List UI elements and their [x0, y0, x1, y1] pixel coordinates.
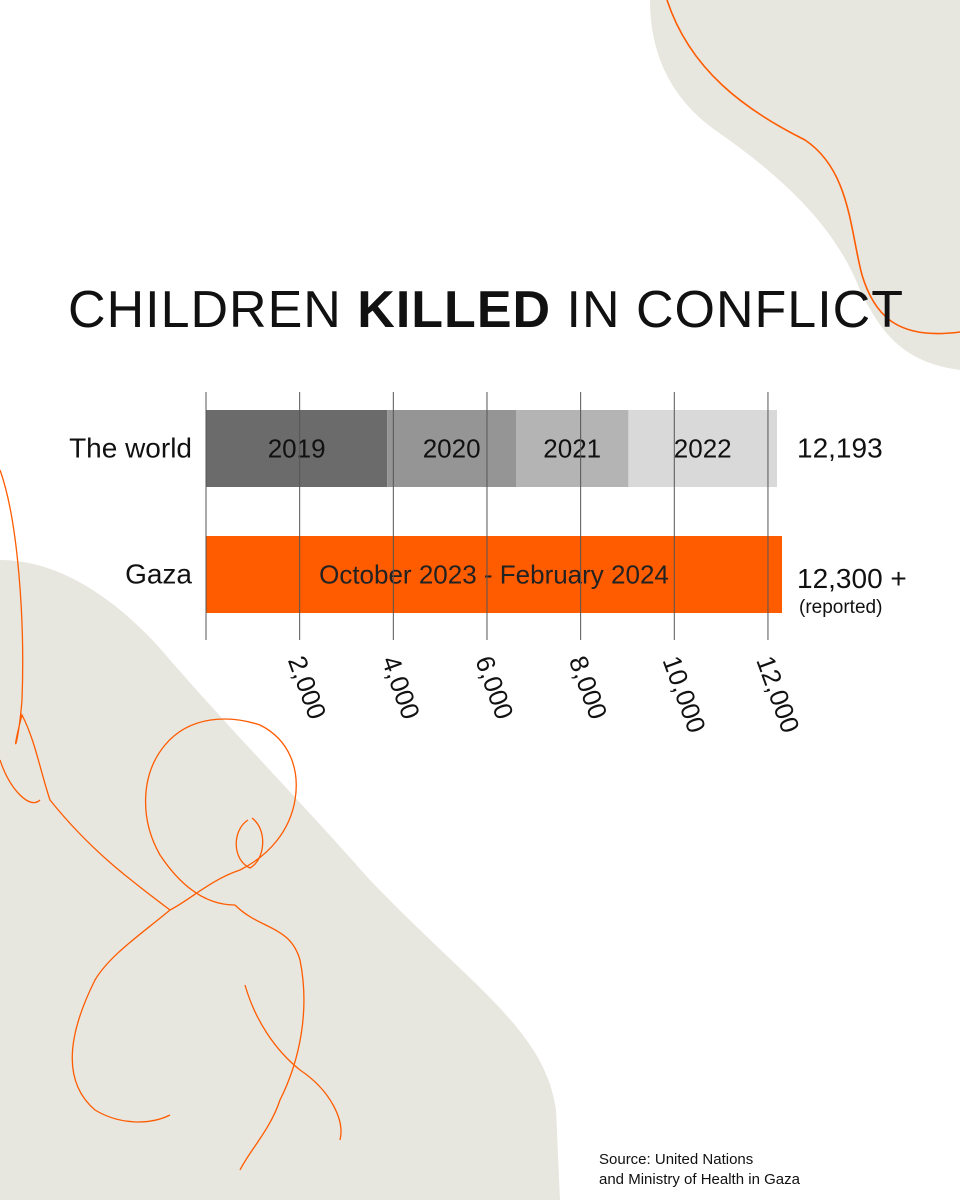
x-tick-label: 8,000 [563, 652, 613, 723]
bar-segment-label: 2022 [674, 434, 732, 464]
x-tick-label: 10,000 [657, 652, 712, 737]
category-label: The world [69, 433, 192, 464]
top-right-blob [650, 0, 960, 370]
bar-segment-world-2022 [628, 410, 777, 487]
x-tick-label: 6,000 [469, 652, 519, 723]
top-right-orange-line [666, 0, 960, 335]
bar-segment-label: 2021 [543, 434, 601, 464]
bar-segment-gaza [206, 536, 783, 613]
x-tick-label: 12,000 [750, 652, 805, 737]
total-value-label: 12,300 + [797, 563, 907, 594]
child-outline-drawing [0, 469, 342, 1171]
bar-segment-world-2020 [387, 410, 517, 487]
bar-segment-world-2021 [516, 410, 629, 487]
source-line-1: Source: United Nations [599, 1151, 754, 1168]
bottom-left-blob [0, 560, 560, 1200]
bar-segment-world-2019 [206, 410, 388, 487]
chart-title: CHILDREN KILLED IN CONFLICT [0, 280, 960, 340]
source-note: Source: United Nations and Ministry of H… [599, 1150, 800, 1190]
x-tick-label: 2,000 [282, 652, 332, 723]
total-note-label: (reported) [799, 597, 882, 618]
title-part-regular-1: CHILDREN [68, 281, 358, 339]
source-line-2: and Ministry of Health in Gaza [599, 1171, 800, 1188]
title-part-regular-2: IN CONFLICT [551, 281, 904, 339]
x-tick-label: 4,000 [376, 652, 426, 723]
bar-segment-label: October 2023 - February 2024 [319, 560, 669, 590]
title-part-bold: KILLED [357, 281, 552, 339]
bar-segment-label: 2020 [423, 434, 481, 464]
category-label: Gaza [125, 559, 192, 590]
bar-segment-label: 2019 [268, 434, 326, 464]
total-value-label: 12,193 [797, 433, 883, 464]
